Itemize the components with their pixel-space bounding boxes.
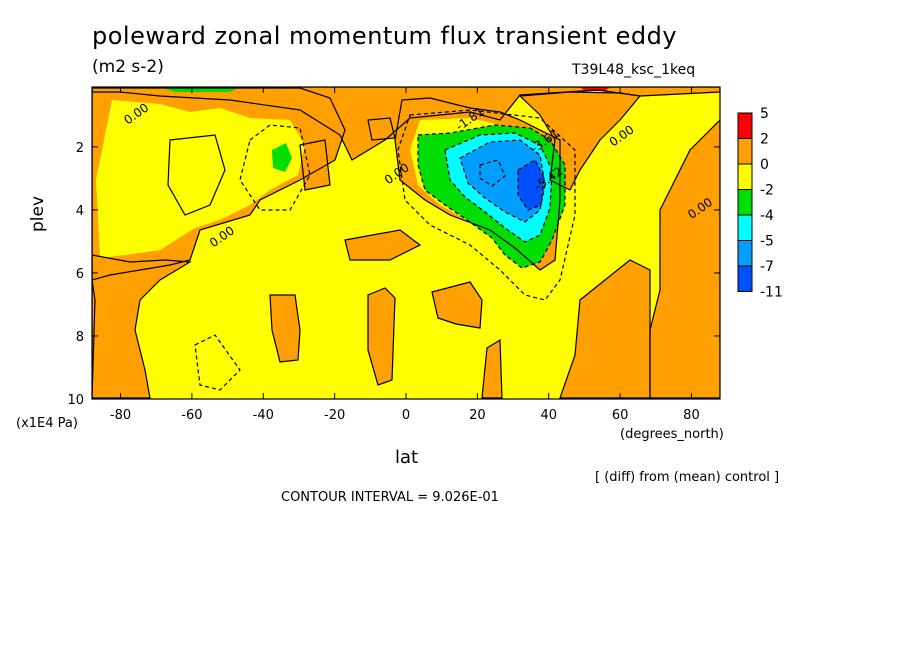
- contour-neg-1: [444, 132, 553, 243]
- chart-units: (m2 s-2): [92, 57, 164, 77]
- colorbar: 5 2 0 -2 -4 -5 -7 -11: [737, 106, 783, 301]
- contour-neg-west: [239, 124, 311, 211]
- region-0-2-11: [482, 340, 502, 398]
- contour-zero-3: [92, 254, 192, 399]
- x-axis-label: lat: [395, 447, 419, 468]
- contour-zero-12: [344, 229, 422, 261]
- y-axis-units: (x1E4 Pa): [16, 416, 78, 431]
- contour-neg-2: [459, 139, 546, 223]
- colorbar-swatch: [737, 214, 753, 241]
- contour-lines: [92, 87, 720, 399]
- region-0-2-3: [92, 255, 190, 398]
- contour-neg-3: [517, 159, 545, 211]
- contour-zero-2: [92, 88, 96, 399]
- colorbar-swatch: [737, 189, 753, 216]
- contour-zero-9: [367, 287, 396, 386]
- colorbar-swatch: [737, 138, 753, 165]
- region-m2-0-hole-1: [96, 100, 305, 258]
- x-axis-units: (degrees_north): [620, 427, 724, 442]
- contour-neg-0: [417, 124, 566, 269]
- region-0-2-6: [560, 260, 650, 398]
- region-0-2-9: [368, 288, 395, 385]
- colorbar-label: 0: [760, 157, 769, 173]
- x-tick-label: 80: [683, 408, 700, 423]
- contour-zero-13: [367, 117, 396, 141]
- y-axis-ticks: 2 4 6 8 10: [67, 141, 720, 408]
- y-tick-label: 10: [67, 393, 84, 408]
- colorbar-label: 5: [760, 106, 769, 122]
- colorbar-label: 2: [760, 132, 769, 148]
- region-0-2-14: [300, 140, 330, 190]
- y-tick-label: 4: [76, 204, 84, 219]
- region-m7-m5-inner: [480, 160, 505, 186]
- y-tick-label: 2: [76, 141, 84, 156]
- contour-neg-outer: [397, 109, 576, 301]
- contour-zero-1: [92, 87, 346, 281]
- region-m4-m2-patch: [272, 143, 292, 172]
- x-tick-label: 60: [612, 408, 629, 423]
- region-0-2-5: [650, 120, 720, 398]
- contour-neg-sw: [194, 334, 241, 391]
- contour-zero-11: [481, 338, 503, 399]
- x-axis-ticks: -80 -60 -40 -20 0 20 40 60 80: [110, 87, 700, 423]
- x-tick-label: -60: [181, 408, 202, 423]
- colorbar-swatch: [737, 240, 753, 267]
- region-top-strip-red: [580, 87, 610, 91]
- chart-title: poleward zonal momentum flux transient e…: [92, 22, 678, 50]
- colorbar-label: -5: [760, 234, 774, 250]
- contour-zero-10: [431, 281, 483, 329]
- filled-contours: [92, 87, 720, 399]
- region-0-2-8: [270, 295, 300, 362]
- contour-zero-8: [269, 294, 301, 363]
- y-tick-label: 6: [76, 267, 84, 282]
- region-0-2-4: [520, 92, 640, 190]
- x-tick-label: 20: [469, 408, 486, 423]
- contour-zero-6: [559, 259, 651, 399]
- x-tick-label: -80: [110, 408, 131, 423]
- region-0-2-12: [345, 230, 420, 260]
- contour-zero-5: [649, 119, 720, 399]
- run-id-label: T39L48_ksc_1keq: [572, 62, 696, 78]
- contour-zero-14: [299, 139, 331, 191]
- contour-zero-15: [167, 134, 226, 216]
- region-0-2-10: [432, 282, 482, 328]
- region-0-2-13: [368, 118, 395, 140]
- x-tick-label: 0: [402, 408, 410, 423]
- contour-neg-4: [479, 159, 506, 187]
- x-tick-label: 40: [540, 408, 557, 423]
- contour-interval: CONTOUR INTERVAL = 9.026E-01: [281, 490, 499, 505]
- colorbar-swatch: [737, 163, 753, 190]
- colorbar-label: -11: [760, 285, 783, 301]
- colorbar-swatch: [737, 112, 753, 139]
- region-m11-m7: [518, 160, 544, 210]
- colorbar-label: -4: [760, 208, 774, 224]
- diff-note: [ (diff) from (mean) control ]: [595, 470, 780, 485]
- colorbar-label: -2: [760, 183, 774, 199]
- contour-zero-7: [394, 97, 561, 271]
- x-tick-label: -40: [253, 408, 274, 423]
- colorbar-label: -7: [760, 259, 774, 275]
- x-tick-label: -20: [324, 408, 345, 423]
- y-tick-label: 8: [76, 330, 84, 345]
- colorbar-swatch: [737, 265, 753, 292]
